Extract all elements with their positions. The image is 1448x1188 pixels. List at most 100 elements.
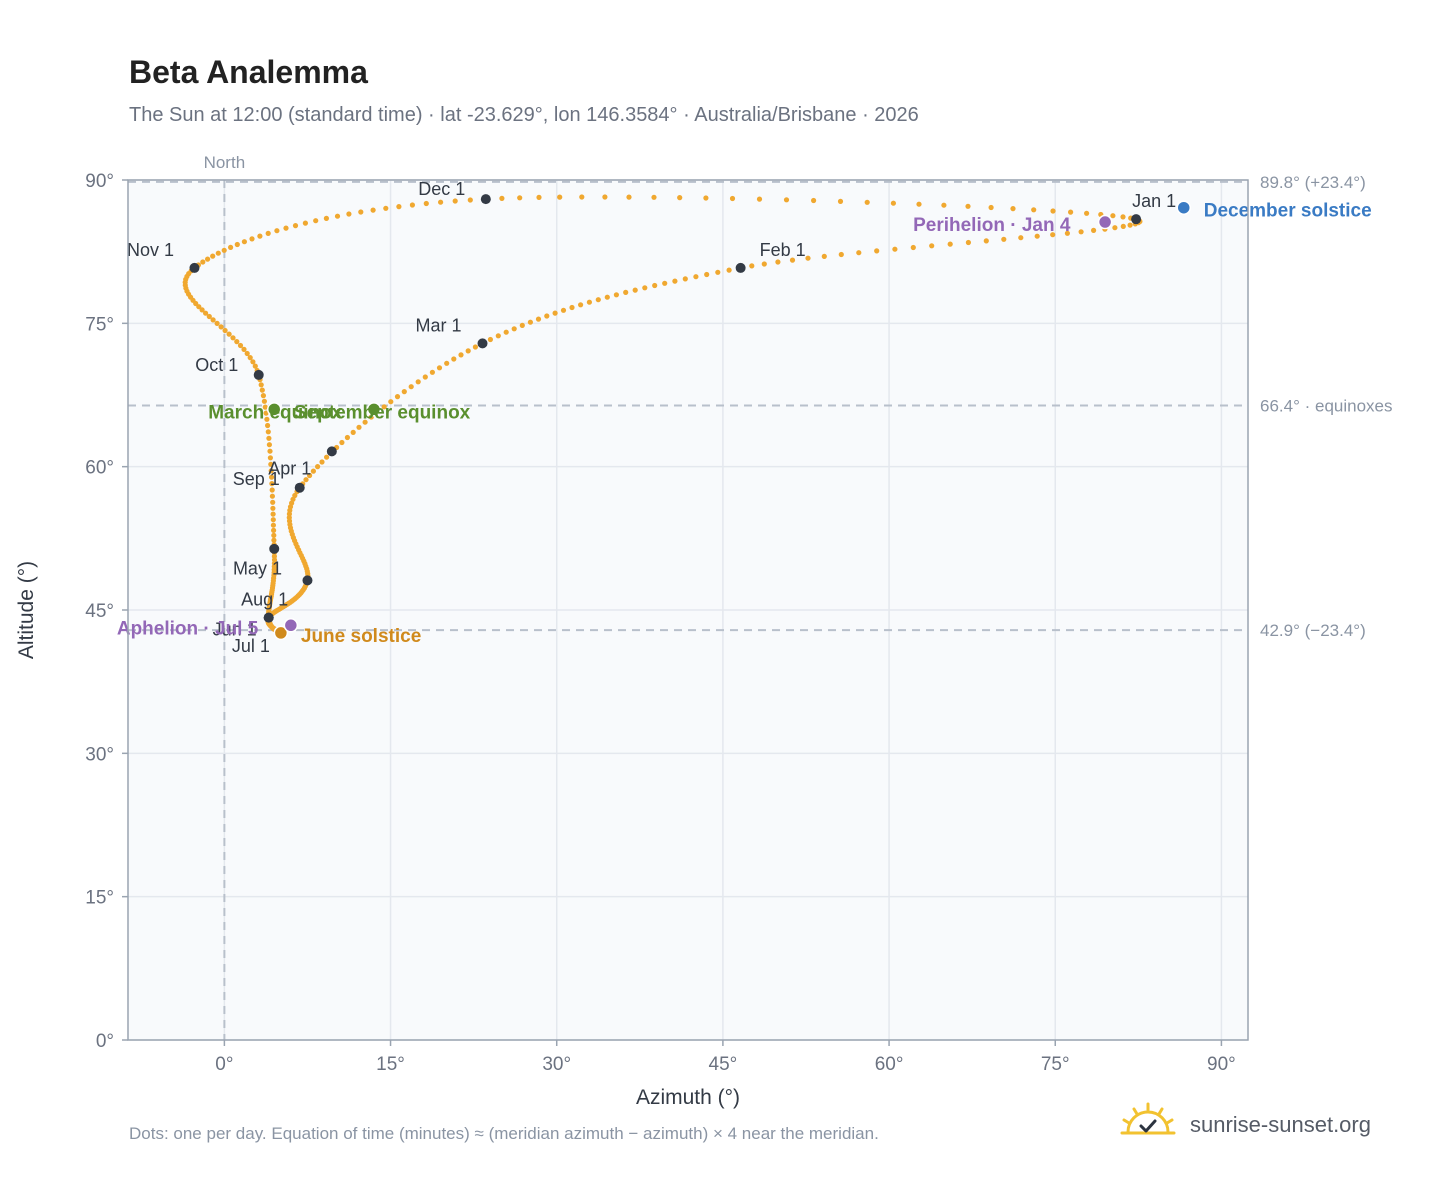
day-dot [1091,227,1097,233]
day-dot [313,218,319,224]
day-dot [394,394,401,400]
day-dot [499,195,505,201]
day-dot [269,493,275,499]
month-label: Jul 1 [232,636,270,656]
day-dot [1050,208,1056,214]
day-dot [271,553,277,560]
day-dot [319,459,325,465]
day-dot [544,313,550,319]
day-dot [1120,223,1126,229]
day-dot [1010,206,1016,212]
reference-lines: North 89.8° (+23.4°) 66.4° · equinoxes 42.9… [128,153,1393,1040]
brand[interactable]: sunrise-sunset.org [1120,1102,1400,1146]
day-dot [267,455,273,461]
day-dot [356,424,362,430]
day-dot [292,223,299,229]
event-label: September equinox [294,402,471,423]
day-dot [241,346,247,352]
day-dot [805,255,811,261]
day-dot [415,379,421,385]
apsis-marker [283,618,299,633]
day-dot [269,474,275,480]
day-dot [234,241,240,248]
day-dot [215,250,221,256]
day-dot [467,197,473,203]
june-solstice-marker [273,625,289,641]
x-tick-label: 60° [875,1054,904,1075]
month-marker [735,262,746,273]
day-dot [892,246,898,252]
day-dot [517,195,523,201]
day-dot [874,248,880,254]
day-dot [527,319,534,325]
day-dot [495,333,501,339]
day-dot [632,287,638,293]
day-dot [388,399,394,405]
day-dot [693,274,699,280]
apsis-marker [1097,214,1113,230]
day-dot [662,280,668,286]
day-dot [821,253,827,259]
day-dot [511,326,517,332]
meridian-label: North [204,153,246,172]
day-dot [595,297,601,303]
month-marker [189,262,200,273]
day-dot [623,289,629,295]
month-marker [1131,214,1142,225]
event-label: June solstice [301,626,421,647]
day-dot [465,348,471,354]
day-dot [602,194,608,200]
day-dot [789,257,796,263]
day-dot [270,517,276,523]
day-dot [257,233,263,239]
day-dot [270,511,276,517]
day-dot [310,468,316,474]
day-dot [210,253,216,259]
day-dot [444,360,450,366]
day-dot [452,198,458,204]
day-dot [228,244,234,250]
day-dot [916,201,922,207]
day-dot [672,278,678,284]
day-dot [535,316,542,322]
month-label: Jun 1 [213,620,257,640]
day-dot [1120,214,1126,220]
day-dot [268,461,274,467]
month-marker [253,369,264,380]
day-dot [221,247,227,253]
month-label: Aug 1 [241,590,288,610]
day-dot [704,271,710,278]
day-dot [263,410,269,416]
day-dot [196,304,202,310]
day-dot [241,239,247,245]
december-solstice-marker [1176,200,1191,215]
day-dot [265,422,271,429]
month-label: Nov 1 [127,240,174,260]
footnote: Dots: one per day. Equation of time (min… [129,1124,879,1143]
x-axis-label: Azimuth (°) [636,1086,740,1109]
day-dot [262,404,268,410]
month-label: Oct 1 [195,355,238,375]
day-dot [264,416,270,422]
day-dot [626,194,632,200]
day-dot [261,398,267,404]
grid [128,179,1248,1041]
reference-label: 89.8° (+23.4°) [1260,173,1366,192]
y-tick-label: 60° [85,458,114,479]
day-dot [856,250,862,256]
equinox-marker [366,402,382,417]
day-dot [557,194,563,200]
day-dot [266,442,272,448]
day-dot [965,203,971,209]
day-dot [258,382,264,388]
x-tick-label: 0° [215,1054,233,1075]
day-dot [756,196,763,202]
day-dot [651,194,657,200]
day-dot [408,384,414,390]
day-dot [423,200,429,207]
day-dot [586,299,593,305]
x-tick-label: 15° [376,1054,405,1075]
day-dot [1112,225,1118,231]
day-dot [200,259,206,265]
